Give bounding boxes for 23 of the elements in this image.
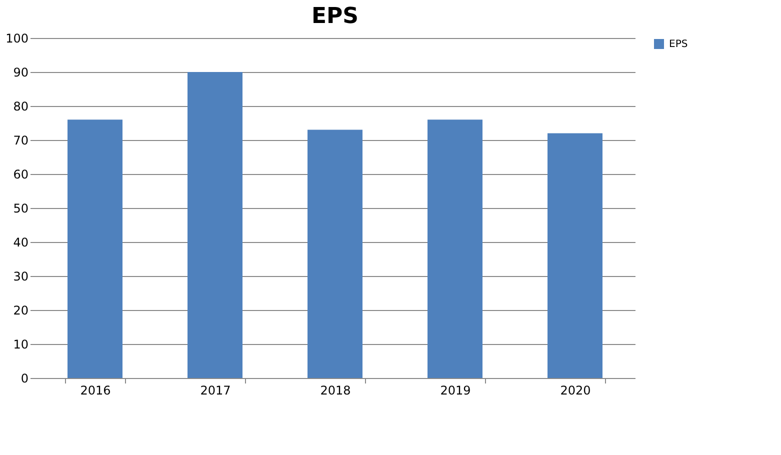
y-tick-label: 80 bbox=[13, 100, 28, 114]
bar bbox=[68, 120, 122, 378]
y-tick-label: 60 bbox=[13, 168, 28, 182]
x-tick-label: 2020 bbox=[560, 384, 591, 398]
x-tick-label: 2019 bbox=[440, 384, 471, 398]
chart-title: EPS bbox=[312, 4, 358, 29]
legend-label: EPS bbox=[669, 39, 688, 50]
bar bbox=[428, 120, 482, 378]
y-tick-label: 90 bbox=[13, 66, 28, 80]
x-tick-label: 2016 bbox=[80, 384, 111, 398]
x-tick-label: 2017 bbox=[200, 384, 231, 398]
y-tick-label: 20 bbox=[13, 304, 28, 318]
y-tick-label: 100 bbox=[6, 32, 28, 46]
bar bbox=[548, 133, 602, 378]
y-tick-label: 70 bbox=[13, 134, 28, 148]
x-tick-label: 2018 bbox=[320, 384, 351, 398]
bar bbox=[188, 72, 242, 378]
y-tick-label: 0 bbox=[20, 372, 28, 386]
y-tick-label: 50 bbox=[13, 202, 28, 216]
y-tick-label: 30 bbox=[13, 270, 28, 284]
y-tick-label: 40 bbox=[13, 236, 28, 250]
y-tick-label: 10 bbox=[13, 338, 28, 352]
bar bbox=[308, 130, 362, 378]
